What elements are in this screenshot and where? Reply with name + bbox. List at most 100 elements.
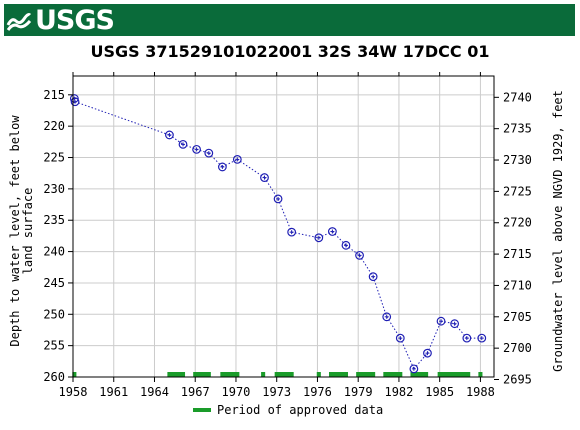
data-point (204, 148, 214, 158)
grid-lines (72, 76, 494, 378)
approved-period-bar (437, 372, 471, 377)
approved-periods (72, 372, 483, 377)
legend-label: Period of approved data (217, 403, 384, 417)
series-connector (345, 244, 360, 256)
y-tick-label-left: 220 (43, 119, 65, 133)
usgs-header-banner: USGS (4, 4, 575, 36)
data-point (462, 333, 472, 343)
series-connector (318, 231, 333, 239)
series-connector (222, 158, 238, 168)
y-axis-label-left: Depth to water level, feet below (8, 115, 22, 347)
y-axis-label-right: Groundwater level above NGVD 1929, feet (551, 90, 565, 372)
series-connector (440, 320, 455, 325)
y-tick-label-right: 2730 (503, 153, 532, 167)
approved-period-bar (261, 372, 266, 377)
y-tick-label-left: 260 (43, 370, 65, 384)
approved-period-bar (316, 372, 321, 377)
y-tick-label-left: 250 (43, 307, 65, 321)
series-connector (291, 231, 319, 239)
y-axis-label-left-2: land surface (21, 188, 35, 275)
y-tick-label-right: 2705 (503, 310, 532, 324)
series-connector (413, 352, 428, 370)
x-tick-label: 1979 (344, 385, 373, 399)
y-tick-label-left: 240 (43, 245, 65, 259)
data-point (423, 348, 432, 358)
data-point (178, 139, 188, 149)
approved-period-bar (72, 372, 77, 377)
y-tick-label-right: 2720 (503, 216, 532, 230)
legend: Period of approved data (193, 403, 383, 417)
data-point (409, 364, 419, 374)
series-connector (372, 276, 388, 317)
data-point (314, 233, 324, 243)
series-connector (399, 337, 415, 370)
y-tick-label-right: 2715 (503, 247, 532, 261)
data-point (368, 272, 378, 282)
y-tick-label-right: 2725 (503, 184, 532, 198)
data-point (273, 194, 283, 204)
x-tick-label: 1961 (99, 385, 128, 399)
series-connector (454, 323, 468, 339)
usgs-logo-text: USGS (35, 4, 115, 36)
data-point (69, 94, 79, 103)
chart-title: USGS 371529101022001 32S 34W 17DCC 01 (90, 42, 490, 61)
y-tick-label-right: 2740 (503, 90, 532, 104)
x-tick-label: 1988 (466, 385, 495, 399)
data-point (341, 240, 351, 250)
approved-period-bar (167, 372, 186, 377)
y-tick-label-left: 230 (43, 182, 65, 196)
data-point (355, 250, 364, 260)
approved-period-bar (410, 372, 429, 377)
usgs-logo: USGS (6, 4, 115, 36)
axis-ticks: 1958 1961 1964 1967 1970 1973 1976 1979 1982 1985… (43, 72, 532, 399)
y-tick-label-right: 2700 (503, 341, 532, 355)
x-tick-label: 1964 (140, 385, 169, 399)
data-point (192, 144, 201, 154)
approved-period-bar (328, 372, 349, 377)
usgs-wave-icon (6, 7, 32, 33)
series-connector (182, 143, 197, 150)
y-tick-label-left: 255 (43, 339, 65, 353)
data-point (382, 312, 392, 322)
y-tick-label-right: 2710 (503, 278, 532, 292)
approved-period-bar (383, 372, 403, 377)
approved-period-bar (356, 372, 376, 377)
legend-swatch-approved (193, 408, 211, 412)
data-point (395, 333, 405, 343)
data-point (287, 227, 297, 237)
series-connector (277, 198, 293, 233)
x-tick-label: 1973 (262, 385, 291, 399)
data-point (436, 316, 446, 326)
approved-period-bar (220, 372, 240, 377)
y-tick-label-left: 225 (43, 151, 65, 165)
data-point (232, 155, 242, 164)
approved-period-bar (478, 372, 483, 377)
data-point (477, 333, 487, 343)
y-tick-label-left: 245 (43, 276, 65, 290)
data-point (165, 130, 174, 140)
approved-period-bar (274, 372, 294, 377)
series-connector (208, 152, 223, 168)
data-point (217, 162, 227, 172)
data-series (69, 94, 487, 374)
series-connector (196, 148, 209, 154)
x-tick-label: 1985 (425, 385, 454, 399)
approved-period-bar (193, 372, 211, 377)
x-tick-label: 1976 (303, 385, 332, 399)
y-tick-label-right: 2695 (503, 373, 532, 387)
data-point (450, 319, 460, 329)
x-tick-label: 1967 (181, 385, 210, 399)
series-connector (237, 158, 265, 179)
series-connector (74, 101, 170, 136)
data-point (327, 227, 337, 236)
data-point (70, 97, 80, 107)
y-tick-label-left: 215 (43, 88, 65, 102)
series-connector (169, 134, 184, 145)
data-point (260, 173, 269, 182)
x-tick-label: 1982 (384, 385, 413, 399)
x-tick-label: 1970 (222, 385, 251, 399)
y-tick-label-left: 235 (43, 213, 65, 227)
plot-frame (72, 75, 495, 378)
x-tick-label: 1958 (59, 385, 88, 399)
